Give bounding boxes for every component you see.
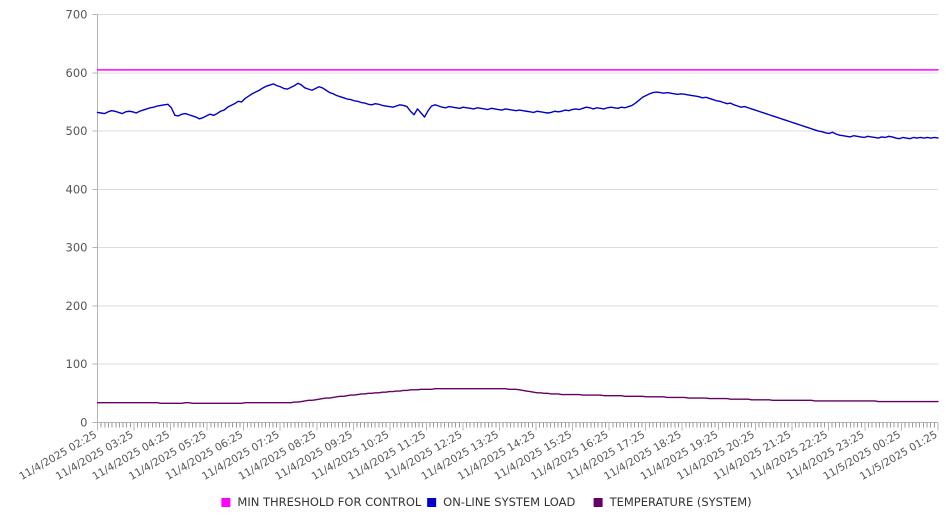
y-axis-tick-label: 100 — [66, 357, 88, 371]
series-line-temperature-system — [96, 387, 939, 404]
y-axis-tick-label: 0 — [80, 416, 87, 430]
y-axis-tick-label: 500 — [66, 124, 88, 138]
y-axis-tick-label: 400 — [66, 182, 88, 196]
chart-legend: MIN THRESHOLD FOR CONTROL ON-LINE SYSTEM … — [221, 495, 752, 509]
y-axis-tick-labels: 0 100 200 300 400 500 600 700 — [66, 8, 88, 430]
legend-item[interactable]: MIN THRESHOLD FOR CONTROL — [221, 495, 422, 509]
legend-item[interactable]: ON-LINE SYSTEM LOAD — [427, 495, 575, 509]
legend-swatch — [427, 498, 437, 507]
legend-label: ON-LINE SYSTEM LOAD — [443, 495, 575, 509]
y-axis-tick-label: 700 — [66, 8, 88, 22]
grid-lines — [97, 14, 938, 365]
plot-series — [96, 69, 939, 404]
y-axis-tick-label: 300 — [66, 241, 88, 255]
legend-swatch — [593, 498, 603, 507]
series-line-on-line-system-load — [96, 82, 939, 140]
y-axis-tick-label: 600 — [66, 66, 88, 80]
y-axis-tick-label: 200 — [66, 299, 88, 313]
legend-swatch — [221, 498, 231, 507]
y-axis — [92, 14, 98, 423]
legend-label: TEMPERATURE (SYSTEM) — [609, 495, 752, 509]
legend-label: MIN THRESHOLD FOR CONTROL — [237, 495, 421, 509]
x-axis — [97, 422, 939, 431]
legend-item[interactable]: TEMPERATURE (SYSTEM) — [593, 495, 752, 509]
